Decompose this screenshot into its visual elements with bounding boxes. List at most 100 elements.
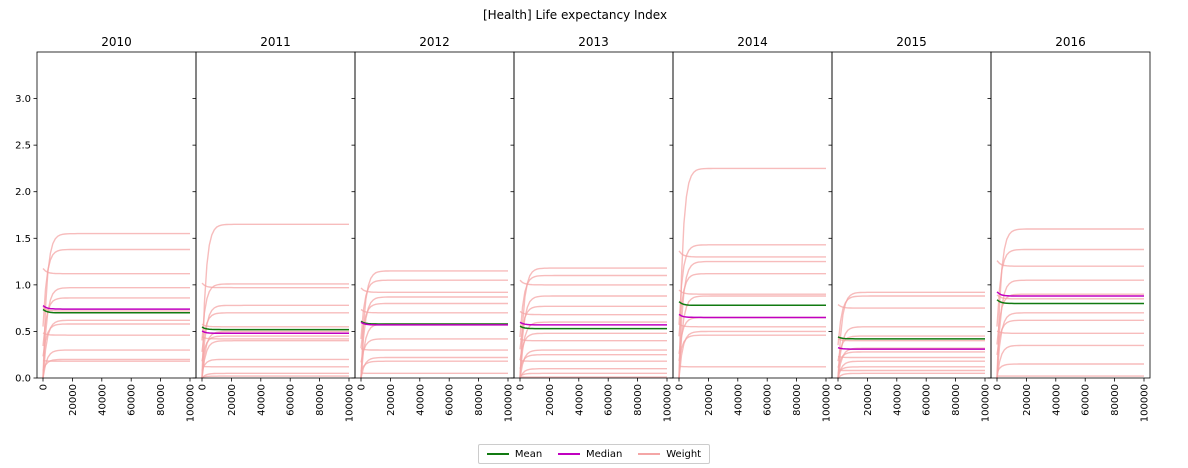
weight-line <box>837 360 985 379</box>
y-tick-label: 2.5 <box>15 141 31 152</box>
panel-2016: 2016 0 20000 40000 60000 80000 100000 <box>987 35 1151 422</box>
x-tick-label: 60000 <box>922 384 933 416</box>
weight-line <box>519 295 667 379</box>
weight-line <box>678 250 826 258</box>
weight-line <box>519 310 667 316</box>
panel-title: 2013 <box>578 35 609 49</box>
weight-line <box>519 267 667 379</box>
weight-line <box>678 289 826 295</box>
panels: 2010 0.0 0.5 1.0 1.5 2.0 2.5 3.0 0 20000 40000 6000… <box>15 35 1150 422</box>
weight-line <box>519 372 667 377</box>
panel-frame <box>990 51 1151 379</box>
mean-line <box>837 336 985 340</box>
median-line <box>678 313 826 319</box>
x-tick-label: 100000 <box>981 384 992 422</box>
panel-2010: 2010 0.0 0.5 1.0 1.5 2.0 2.5 3.0 0 20000 40000 6000… <box>15 35 196 422</box>
legend: Mean Median Weight <box>478 444 710 464</box>
weight-line <box>42 307 190 312</box>
x-tick-label: 80000 <box>1110 384 1121 416</box>
legend-item-median: Median <box>558 449 622 460</box>
x-tick-label: 0 <box>357 384 368 390</box>
weight-line <box>360 308 508 314</box>
weight-line <box>360 270 508 379</box>
x-tick-label: 80000 <box>474 384 485 416</box>
y-tick-label: 1.5 <box>15 234 31 245</box>
x-tick-label: 20000 <box>545 384 556 416</box>
weight-line <box>678 167 826 379</box>
x-tick-label: 100000 <box>663 384 674 422</box>
weight-line <box>996 344 1144 379</box>
x-tick-label: 20000 <box>1022 384 1033 416</box>
x-tick-label: 100000 <box>1140 384 1151 422</box>
x-tick-label: 80000 <box>315 384 326 416</box>
panel-title: 2010 <box>101 35 132 49</box>
weight-line <box>201 323 349 328</box>
weight-line <box>201 283 349 341</box>
x-tick-label: 60000 <box>604 384 615 416</box>
weight-line <box>201 340 349 379</box>
weight-line <box>360 302 508 349</box>
x-tick-label: 100000 <box>504 384 515 422</box>
x-tick-label: 40000 <box>574 384 585 416</box>
weight-line <box>519 332 667 361</box>
panel-frame <box>36 51 197 379</box>
weight-line <box>42 349 190 379</box>
weight-line <box>678 323 826 328</box>
weight-line <box>360 323 508 379</box>
x-tick-label: 60000 <box>286 384 297 416</box>
chart-title: [Health] Life expectancy Index <box>483 8 667 22</box>
mean-line <box>360 320 508 325</box>
weight-line <box>201 330 349 379</box>
weight-line <box>678 330 826 379</box>
weight-line <box>360 348 508 351</box>
x-tick-label: 80000 <box>792 384 803 416</box>
x-tick-label: 0 <box>993 384 1004 390</box>
y-tick-label: 2.0 <box>15 187 31 198</box>
weight-line <box>837 355 985 359</box>
x-tick-label: 40000 <box>1051 384 1062 416</box>
panel-2012: 2012 0 20000 40000 60000 80000 100000 <box>351 35 515 422</box>
legend-swatch-weight <box>638 453 661 455</box>
weight-line <box>678 260 826 379</box>
x-tick-label: 40000 <box>415 384 426 416</box>
median-line <box>42 304 190 310</box>
weight-line <box>360 360 508 372</box>
weight-line <box>360 287 508 293</box>
weight-line <box>837 347 985 379</box>
weight-line <box>996 279 1144 379</box>
weight-line <box>996 260 1144 267</box>
x-tick-label: 20000 <box>227 384 238 416</box>
x-tick-label: 40000 <box>733 384 744 416</box>
panel-frame <box>672 51 833 379</box>
median-line <box>996 291 1144 297</box>
panel-2014: 2014 0 20000 40000 60000 80000 100000 <box>669 35 833 422</box>
weight-line <box>201 282 349 289</box>
weight-line <box>519 279 667 286</box>
x-tick-label: 20000 <box>68 384 79 416</box>
x-tick-label: 80000 <box>951 384 962 416</box>
y-tick-label: 3.0 <box>15 94 31 105</box>
weight-line <box>837 326 985 379</box>
y-tick-label: 0.0 <box>15 374 31 385</box>
weight-line <box>201 358 349 371</box>
x-tick-label: 60000 <box>1081 384 1092 416</box>
x-tick-label: 20000 <box>863 384 874 416</box>
panel-title: 2012 <box>419 35 450 49</box>
mean-line <box>519 325 667 330</box>
x-tick-label: 100000 <box>345 384 356 422</box>
x-tick-label: 80000 <box>633 384 644 416</box>
y-tick-label: 0.5 <box>15 327 31 338</box>
panel-frame <box>354 51 515 379</box>
weight-line <box>996 319 1144 356</box>
x-tick-label: 40000 <box>97 384 108 416</box>
weight-line <box>996 228 1144 379</box>
weight-line <box>519 359 667 362</box>
legend-swatch-mean <box>486 453 509 455</box>
mean-line <box>678 301 826 307</box>
weight-line <box>201 372 349 379</box>
weight-line <box>42 297 190 347</box>
x-tick-label: 20000 <box>704 384 715 416</box>
median-line <box>360 321 508 326</box>
panel-title: 2016 <box>1055 35 1086 49</box>
weight-line <box>519 368 667 379</box>
